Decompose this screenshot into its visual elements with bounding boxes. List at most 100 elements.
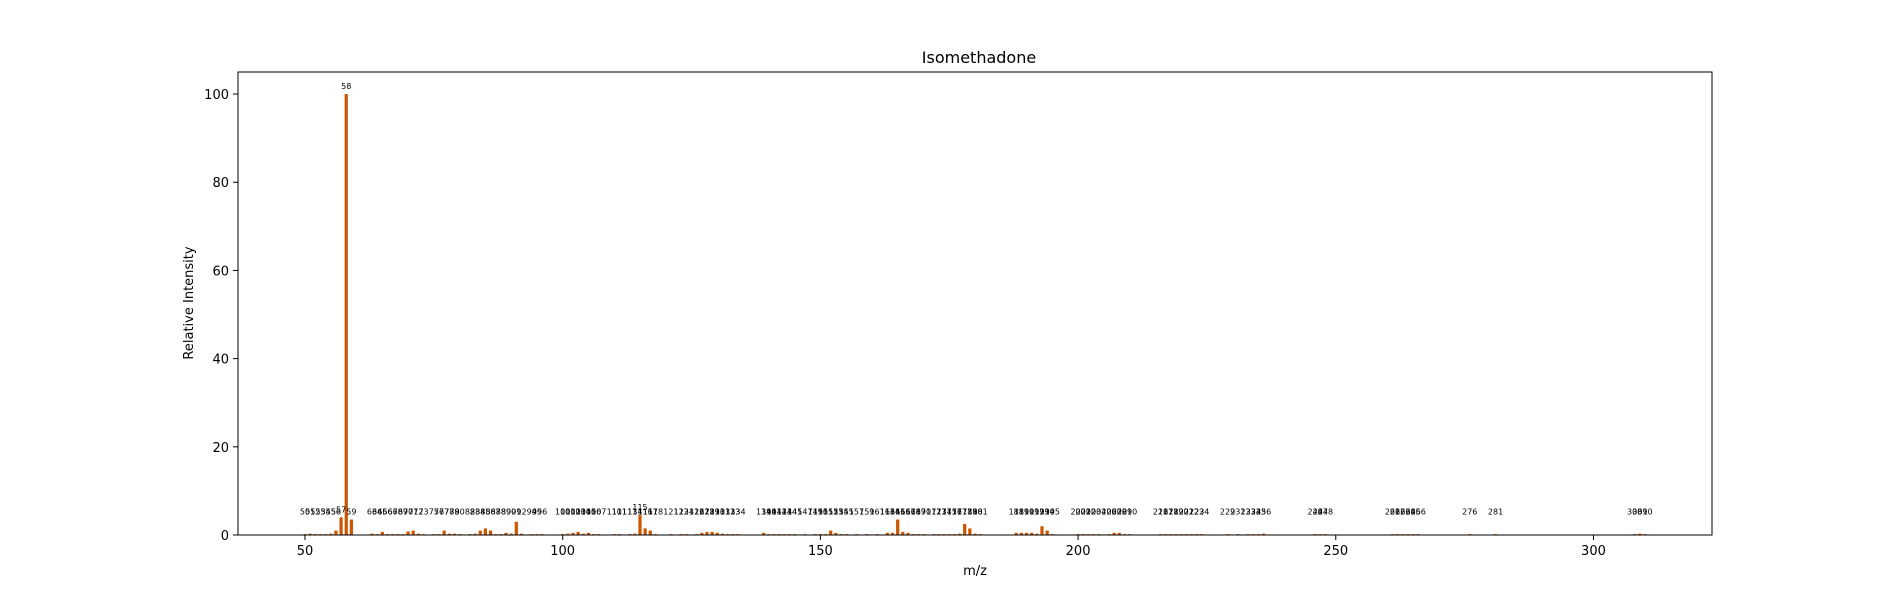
peak-label: 102 [565, 508, 580, 517]
peak-label: 92 [516, 508, 526, 517]
peak-label: 247 [1313, 508, 1328, 517]
peak-label: 178 [957, 508, 972, 517]
peak-bar [380, 531, 384, 535]
peak-label: 229 [1220, 508, 1235, 517]
peak-label: 147 [797, 508, 812, 517]
peak-label: 131 [715, 508, 730, 517]
peak-label: 145 [787, 508, 802, 517]
peak-label: 142 [772, 508, 787, 517]
peak-label: 246 [1308, 508, 1323, 517]
peak-label: 234 [1246, 508, 1261, 517]
peak-bar [442, 530, 446, 535]
peak-label: 221 [1179, 508, 1194, 517]
peak-label: 89 [501, 508, 511, 517]
peak-bar [447, 533, 451, 535]
peak-label: 192 [1029, 508, 1044, 517]
peak-label: 126 [689, 508, 704, 517]
peak-label: 176 [947, 508, 962, 517]
peak-bar [700, 532, 704, 535]
peak-label: 52 [310, 508, 320, 517]
peak-label: 143 [777, 508, 792, 517]
peak-bar [1117, 532, 1121, 535]
x-axis-ticks: 50 100 150 200 250 300 [297, 535, 1606, 559]
peak-label: 123 [674, 508, 689, 517]
peak-label: 261 [1385, 508, 1400, 517]
peak-bar [896, 519, 900, 535]
peak-bar [720, 533, 725, 535]
x-tick-label: 150 [808, 544, 833, 559]
peak-bar [509, 533, 513, 535]
peak-label: 80 [455, 508, 465, 517]
peak-label: 165 [890, 508, 905, 517]
peak-label: 180 [967, 508, 982, 517]
peak-label: 50 [300, 508, 310, 517]
peak-label: 72 [413, 508, 423, 517]
peak-label: 200 [1070, 508, 1085, 517]
peak-label: 172 [926, 508, 941, 517]
peak-bar [1030, 532, 1034, 535]
peak-bar [1024, 532, 1029, 535]
y-tick-label: 20 [212, 441, 229, 456]
peak-bar [370, 533, 374, 535]
peak-label: 188 [1009, 508, 1024, 517]
peak-label: 179 [962, 508, 977, 517]
peak-label: 175 [942, 508, 957, 517]
peak-label: 310 [1637, 508, 1652, 517]
peak-label: 114 [627, 508, 642, 517]
peak-label: 152 [823, 508, 838, 517]
peak-label: 63 [367, 508, 377, 517]
peak-label: 90 [506, 508, 516, 517]
peak-bar [344, 94, 348, 536]
peak-bar [478, 530, 482, 535]
plot-frame [237, 71, 1713, 536]
peak-label: 56 [331, 508, 341, 517]
peak-label: 223 [1189, 508, 1204, 517]
peak-label: 235 [1251, 508, 1266, 517]
peak-label: 308 [1627, 508, 1642, 517]
peak-label: 168 [906, 508, 921, 517]
y-tick-label: 40 [212, 353, 229, 368]
peak-label: 54 [321, 508, 331, 517]
peak-bar [1040, 526, 1044, 535]
peak-label: 153 [828, 508, 843, 517]
peak-label: 113 [622, 508, 637, 517]
peak-label: 71 [408, 508, 418, 517]
peak-label: 233 [1241, 508, 1256, 517]
peak-label: 117 [643, 508, 658, 517]
peak-label: 75 [429, 508, 439, 517]
peak-bar [957, 533, 962, 535]
y-tick-label: 80 [212, 176, 229, 191]
peak-label: 181 [973, 508, 988, 517]
chart-title: Isomethadone [922, 48, 1036, 67]
bar-series [303, 94, 1647, 536]
peak-bar [1112, 532, 1116, 535]
peak-label: 100 [555, 508, 570, 517]
peak-label: 164 [885, 508, 900, 517]
peak-label: 129 [705, 508, 720, 517]
peak-label: 173 [931, 508, 946, 517]
peak-label: 130 [710, 508, 725, 517]
peak-label: 103 [571, 508, 586, 517]
y-tick-label: 100 [204, 88, 229, 103]
x-axis-label: m/z [963, 564, 987, 579]
peak-bar [339, 517, 343, 535]
peak-bar [349, 519, 353, 535]
peak-label: 222 [1184, 508, 1199, 517]
peak-label: 87 [491, 508, 501, 517]
peak-label: 101 [560, 508, 575, 517]
peak-label: 91 [511, 508, 521, 517]
peak-bar [901, 531, 905, 535]
peak-label: 134 [730, 508, 745, 517]
peak-label: 220 [1174, 508, 1189, 517]
peak-bar [968, 528, 972, 535]
peak-bar [829, 530, 833, 535]
peak-label: 95 [532, 508, 542, 517]
peak-bar [571, 532, 575, 535]
peak-label: 177 [952, 508, 967, 517]
peak-label: 161 [869, 508, 884, 517]
peak-label: 121 [663, 508, 678, 517]
peak-label: 203 [1086, 508, 1101, 517]
x-tick-label: 100 [550, 544, 575, 559]
peak-label: 264 [1400, 508, 1415, 517]
